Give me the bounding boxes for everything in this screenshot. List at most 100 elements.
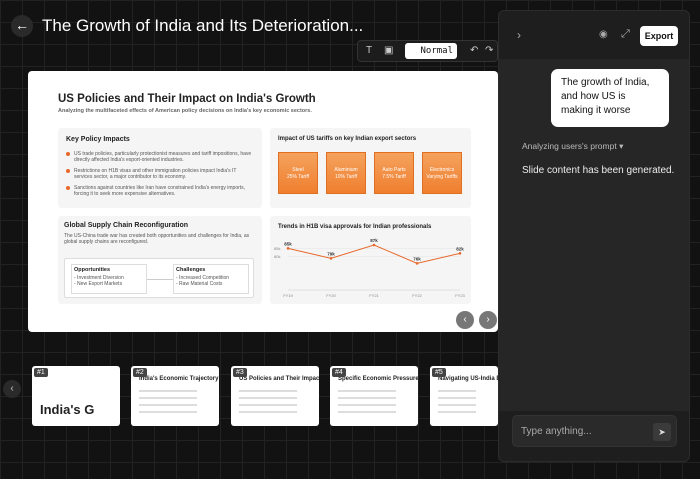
- chart: Trends in H1B visa approvals for Indian …: [274, 224, 466, 298]
- chat-area: The growth of India, and how US is makin…: [499, 59, 689, 411]
- value-label: 87k: [370, 238, 378, 243]
- point: [415, 262, 419, 265]
- tariff-rate: 25% Tariff: [286, 174, 310, 180]
- tariff-box: Auto Parts 7.5% Tariff: [374, 152, 414, 194]
- value-label: 76k: [413, 256, 421, 261]
- back-button[interactable]: ←: [11, 15, 33, 37]
- thumbnail-line: [338, 411, 396, 413]
- challenges-heading: Challenges: [176, 267, 206, 273]
- challenges-item: - Raw Material Costs: [176, 281, 223, 287]
- x-tick-label: FY21: [369, 293, 379, 298]
- thumbnail-line: [438, 390, 476, 392]
- point: [372, 243, 376, 247]
- thumbnail-line: [139, 404, 197, 406]
- bullet-text: Sanctions against countries like Iran ha…: [74, 185, 246, 197]
- x-tick-label: FY22: [412, 293, 422, 298]
- thumbnail[interactable]: Specific Economic Pressures fro#4: [330, 366, 418, 426]
- user-message: The growth of India, and how US is makin…: [551, 69, 669, 127]
- image-tool[interactable]: ▣: [384, 45, 394, 56]
- connector: [147, 279, 173, 280]
- thumbnail-line: [338, 397, 396, 399]
- redo-button[interactable]: ↷: [485, 45, 494, 56]
- thumbnail[interactable]: Navigating US-India Eco#5: [430, 366, 498, 426]
- tariff-rate: 7.5% Tariff: [382, 174, 406, 180]
- slide: US Policies and Their Impact on India's …: [28, 71, 498, 332]
- thumbnail-line: [338, 390, 396, 392]
- thumbnail-line: [338, 404, 396, 406]
- tariff-box: Steel 25% Tariff: [278, 152, 318, 194]
- thumbnail-number: #4: [332, 368, 346, 377]
- tariff-boxes: Steel 25% Tariff Aluminium 10% Tariff Auto P…: [278, 152, 462, 194]
- bullet-text: Restrictions on H1B visas and other immi…: [74, 168, 237, 180]
- prev-slide[interactable]: ‹: [456, 311, 474, 329]
- mode-button[interactable]: Normal: [405, 43, 457, 59]
- collapse-button[interactable]: ›: [517, 28, 521, 42]
- thumbnail-line: [139, 397, 197, 399]
- supply-text: The US-China trade war has created both …: [64, 233, 250, 245]
- y-tick-label: 85k: [274, 246, 280, 251]
- bullet: Sanctions against countries like Iran ha…: [66, 185, 254, 197]
- challenges-item: - Increased Competition: [176, 275, 230, 281]
- thumbnail-line: [239, 397, 297, 399]
- toolbar: T ▣ Normal ↶ ↷: [357, 40, 498, 62]
- tariff-rate: 10% Tariff: [334, 174, 358, 180]
- bullet-dot: [66, 186, 70, 190]
- slide-title: US Policies and Their Impact on India's …: [58, 93, 316, 105]
- thumbnail[interactable]: India's Economic Trajectory #2: [131, 366, 219, 426]
- opportunities-heading: Opportunities: [74, 267, 111, 273]
- thumbnail[interactable]: US Policies and Their Impact on#3: [231, 366, 319, 426]
- text-tool[interactable]: T: [366, 45, 373, 56]
- thumbnail-title: US Policies and Their Impact on: [239, 376, 319, 382]
- export-button[interactable]: Export: [640, 26, 678, 46]
- bullet-dot: [66, 152, 70, 156]
- tariff-box: Aluminium 10% Tariff: [326, 152, 366, 194]
- status-text: Analyzing users's prompt: [522, 141, 617, 151]
- chat-input[interactable]: Type anything... ➤: [512, 415, 677, 447]
- x-tick-label: FY20: [326, 293, 336, 298]
- assistant-reply: Slide content has been generated.: [522, 165, 675, 176]
- value-label: 85k: [284, 241, 292, 246]
- chart-title: Trends in H1B visa approvals for Indian …: [278, 224, 432, 230]
- thumbnail-line: [139, 390, 197, 392]
- y-tick-label: 80k: [274, 254, 280, 259]
- supply-box: Opportunities - Investment Diversion - Ne…: [64, 258, 254, 298]
- x-tick-label: FY23: [455, 293, 465, 298]
- bullet: US trade policies, particularly protecti…: [66, 151, 254, 163]
- undo-button[interactable]: ↶: [470, 45, 479, 56]
- tariff-heading: Impact of US tariffs on key Indian expor…: [278, 136, 417, 142]
- opportunities-item: - Investment Diversion: [74, 275, 124, 281]
- x-tick-label: FY19: [283, 293, 293, 298]
- tariff-sector: Aluminium: [334, 167, 358, 173]
- thumbnail-line: [438, 397, 476, 399]
- tariff-rate: Varying Tariffs: [426, 174, 458, 180]
- bullet-list: US trade policies, particularly protecti…: [66, 151, 254, 197]
- thumbnail-line: [239, 404, 297, 406]
- supply-panel: Global Supply Chain Reconfiguration The …: [58, 216, 262, 304]
- slide-subtitle: Analyzing the multifaceted effects of Am…: [58, 108, 312, 114]
- thumbnail-line: [239, 411, 297, 413]
- point: [329, 257, 333, 260]
- value-label: 82k: [456, 246, 464, 251]
- next-slide[interactable]: ›: [479, 311, 497, 329]
- presentation-title: The Growth of India and Its Deterioratio…: [42, 16, 364, 35]
- thumbnail-line: [438, 404, 476, 406]
- bullet-text: US trade policies, particularly protecti…: [74, 151, 252, 163]
- thumbnail-title: Specific Economic Pressures fro: [338, 376, 418, 382]
- line: [287, 244, 461, 264]
- send-button[interactable]: ➤: [653, 423, 671, 441]
- thumbnail-title: India's Economic Trajectory: [139, 376, 219, 382]
- thumbnail-number: #2: [133, 368, 147, 377]
- discord-icon[interactable]: ◉: [599, 29, 608, 40]
- tariff-sector: Electronics: [429, 167, 455, 173]
- thumbnail-title: Navigating US-India Eco: [438, 376, 498, 382]
- bullet: Restrictions on H1B visas and other immi…: [66, 168, 254, 180]
- thumb-scroll-left[interactable]: ‹: [3, 380, 21, 398]
- challenges-list: - Increased Competition - Raw Material Co…: [176, 275, 248, 287]
- thumbnail[interactable]: India's G #1: [32, 366, 120, 426]
- expand-button[interactable]: ⤢: [621, 28, 630, 40]
- value-label: 79k: [327, 251, 335, 256]
- thumbnail-line: [239, 390, 297, 392]
- input-placeholder: Type anything...: [521, 426, 592, 437]
- point: [458, 252, 462, 255]
